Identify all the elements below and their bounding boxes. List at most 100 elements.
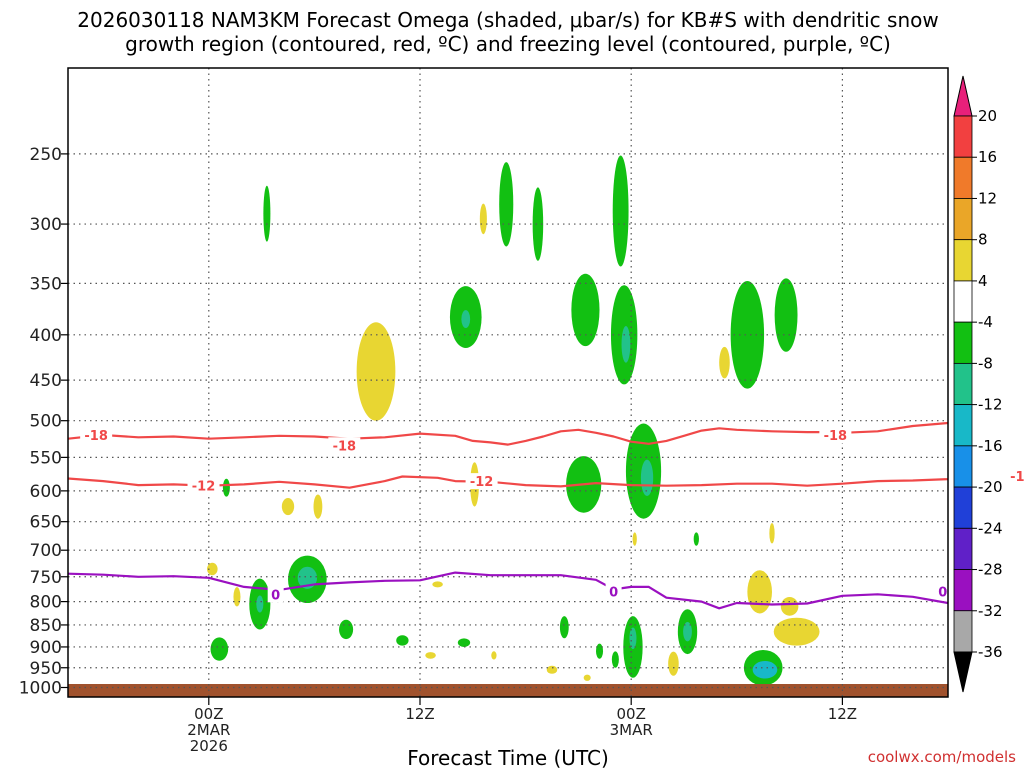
omega-region [263, 185, 271, 242]
x-tick-label: 3MAR [610, 721, 653, 739]
colorbar-label: 12 [978, 189, 997, 207]
omega-region [396, 635, 409, 646]
contour-label: 0 [609, 585, 618, 600]
colorbar-label: -4 [978, 313, 993, 331]
omega-region [774, 278, 798, 352]
omega-region [571, 273, 600, 347]
y-tick-label: 450 [30, 371, 62, 391]
contour-label-bg [605, 583, 622, 600]
y-tick-label: 650 [30, 513, 62, 533]
omega-region [583, 674, 591, 681]
x-tick-label: 12Z [828, 705, 857, 723]
omega-region [532, 187, 544, 261]
omega-region [640, 459, 654, 496]
contour-label-bg [819, 427, 852, 444]
omega-region [432, 581, 443, 588]
colorbar-label: 8 [978, 231, 988, 249]
colorbar-label: -32 [978, 602, 1003, 620]
y-tick-label: 700 [30, 541, 62, 561]
omega-region [621, 325, 631, 363]
contour-label: -12 [470, 475, 494, 490]
colorbar-segment [953, 115, 973, 158]
x-tick-label: 00Z [617, 705, 646, 723]
colorbar-label: 20 [978, 107, 997, 125]
colorbar-segment [953, 569, 973, 612]
omega-region [546, 665, 558, 674]
colorbar-label: -24 [978, 519, 1003, 537]
chart-title-line-2: growth region (contoured, red, ºC) and f… [125, 32, 891, 56]
contour-label: 0 [938, 585, 947, 600]
colorbar-label: -12 [978, 396, 1003, 414]
y-axis-ticks: 2503003504004505005506006507007508008509… [19, 145, 68, 698]
omega-region [256, 595, 264, 613]
omega-region [207, 562, 218, 576]
contour-label-bg [328, 437, 361, 454]
y-tick-label: 600 [30, 482, 62, 502]
chart-title-line-1: 2026030118 NAM3KM Forecast Omega (shaded… [77, 8, 938, 32]
x-tick-label: 12Z [405, 705, 434, 723]
y-tick-label: 950 [30, 659, 62, 679]
omega-region [339, 619, 354, 640]
contour-labels: -18 -18 -18 -12 -12 -12 0 0 0 [80, 427, 1024, 603]
y-tick-label: 900 [30, 638, 62, 658]
omega-region [222, 478, 230, 497]
contour-label-bg [267, 586, 284, 603]
omega-region [612, 155, 629, 267]
colorbar-label: -36 [978, 643, 1003, 661]
temperature-contours [68, 421, 948, 610]
omega-region [632, 532, 637, 546]
colorbar-label: -28 [978, 561, 1003, 579]
y-tick-label: 250 [30, 145, 62, 165]
omega-region [297, 566, 318, 589]
contour-label-bg [465, 473, 498, 490]
omega-region [457, 638, 471, 647]
colorbar-top-arrow [953, 75, 973, 117]
omega-region [210, 637, 229, 661]
y-tick-label: 850 [30, 616, 62, 636]
omega-region [683, 622, 692, 642]
y-tick-label: 350 [30, 274, 62, 294]
contour-line [68, 475, 948, 489]
colorbar-segment [953, 239, 973, 282]
colorbar-segment [953, 321, 973, 364]
contour-label: -12 [1010, 470, 1024, 485]
dotted-grid [68, 68, 948, 697]
colorbar-bottom-arrow [953, 651, 973, 693]
omega-region [611, 651, 619, 668]
omega-region [596, 643, 604, 659]
omega-region [499, 162, 514, 247]
colorbar-label: -16 [978, 437, 1003, 455]
contour-label-bg [80, 427, 113, 444]
plot-frame [67, 67, 949, 698]
colorbar-segment [953, 280, 973, 323]
omega-region [693, 532, 699, 546]
omega-region [479, 203, 487, 235]
omega-region [313, 494, 323, 519]
contour-label: -12 [192, 480, 216, 495]
omega-region [425, 652, 436, 659]
omega-region [491, 651, 497, 660]
y-tick-label: 500 [30, 412, 62, 432]
x-tick-label: 2MAR [187, 721, 230, 739]
colorbar-segment [953, 198, 973, 241]
omega-region [719, 346, 730, 379]
omega-region [461, 310, 471, 329]
y-tick-label: 750 [30, 568, 62, 588]
omega-region [281, 498, 295, 516]
omega-region [780, 596, 799, 616]
colorbar-segment [953, 527, 973, 570]
omega-region [773, 617, 820, 646]
x-axis-label: Forecast Time (UTC) [407, 746, 609, 768]
omega-region [629, 627, 637, 650]
y-tick-label: 300 [30, 215, 62, 235]
omega-region [730, 281, 765, 389]
contour-label-bg [934, 583, 951, 600]
y-tick-label: 400 [30, 326, 62, 346]
contour-label-bg [187, 477, 220, 494]
colorbar-segment [953, 610, 973, 653]
omega-region [769, 523, 775, 544]
colorbar-segment [953, 486, 973, 529]
credit-text: coolwx.com/models [868, 748, 1016, 766]
